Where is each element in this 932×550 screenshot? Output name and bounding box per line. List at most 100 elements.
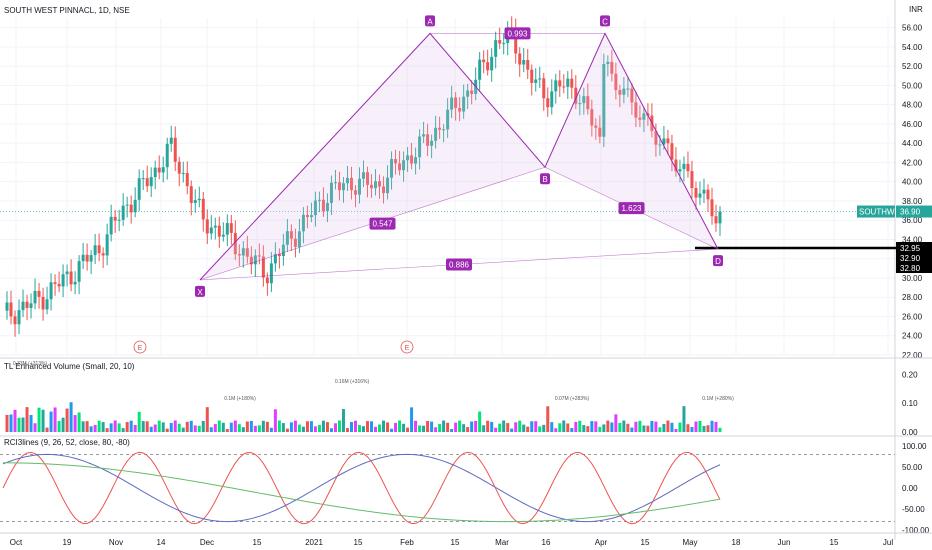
- candle: [674, 147, 678, 177]
- candle: [145, 165, 149, 192]
- candle-body: [81, 254, 85, 262]
- price-tick-label: 44.00: [902, 139, 923, 148]
- volume-bar: [662, 424, 666, 432]
- candle-body: [17, 310, 21, 325]
- candle-body: [662, 138, 666, 145]
- candle: [289, 224, 293, 251]
- event-marker[interactable]: [133, 340, 147, 354]
- volume-bar: [470, 421, 474, 432]
- volume-bar: [181, 427, 185, 432]
- candle-body: [13, 316, 17, 325]
- event-marker[interactable]: [400, 340, 414, 354]
- volume-bar: [522, 424, 526, 432]
- candle: [630, 83, 634, 115]
- volume-bar: [213, 424, 217, 432]
- candle-body: [37, 290, 41, 297]
- volume-bar: [490, 421, 494, 432]
- level-tag: [896, 242, 932, 253]
- price-axis[interactable]: 56.00 54.00 52.00 50.00 48.00 46.00 44.00 42.00…: [857, 24, 932, 360]
- volume-bar: [41, 409, 45, 432]
- volume-annotation: 0.1M (+180%): [224, 396, 256, 402]
- candle-body: [594, 125, 598, 128]
- candle-body: [630, 88, 634, 103]
- candle-body: [514, 28, 518, 54]
- candle: [241, 241, 245, 268]
- candle-body: [309, 215, 313, 218]
- candle-body: [9, 302, 13, 317]
- volume-tick-label: 0.20: [902, 370, 918, 379]
- volume-bar: [574, 422, 578, 432]
- candle-body: [53, 282, 57, 284]
- candle: [426, 123, 430, 156]
- candle-body: [610, 61, 614, 74]
- candle-body: [337, 182, 341, 191]
- candle: [374, 169, 378, 196]
- candle-body: [249, 256, 253, 265]
- volume-bar: [642, 425, 646, 432]
- volume-pane[interactable]: TL Enhanced Volume (Small, 20, 10) 0.20 0.…: [0, 357, 932, 437]
- volume-bar: [313, 426, 317, 432]
- candle: [281, 233, 285, 266]
- candle-body: [253, 255, 257, 265]
- rci-pane[interactable]: RCI3lines (9, 26, 52, close, 80, -80) 100…: [0, 435, 932, 535]
- point-marker: [195, 285, 205, 297]
- volume-bar: [273, 409, 277, 432]
- candle-body: [626, 88, 630, 90]
- candle-body: [329, 182, 333, 203]
- time-axis[interactable]: Oct 19 Nov 14 Dec 15 2021 15 Feb 15 Mar 16 Apr 15 May 1…: [0, 532, 932, 547]
- candle: [205, 209, 209, 245]
- candle-body: [382, 186, 386, 194]
- candle-body: [406, 155, 410, 161]
- volume-bar: [73, 415, 77, 432]
- candle: [61, 264, 65, 298]
- time-tick-label: Feb: [400, 538, 414, 547]
- volume-bar: [678, 422, 682, 432]
- candle: [65, 264, 69, 287]
- volume-bar: [201, 420, 205, 432]
- candle-body: [265, 277, 269, 284]
- candle-body: [193, 200, 197, 203]
- candle: [718, 206, 722, 236]
- candle-body: [462, 96, 466, 112]
- time-tick-label: May: [682, 538, 697, 547]
- candle-body: [362, 172, 366, 179]
- candle-body: [229, 223, 233, 233]
- candle-body: [77, 261, 81, 282]
- price-tick-label: 42.00: [902, 158, 923, 167]
- candle: [157, 155, 161, 180]
- volume-bar: [374, 426, 378, 432]
- ratio-badge: [369, 217, 396, 230]
- candle: [462, 84, 466, 119]
- volume-bar: [141, 421, 145, 432]
- volume-bar: [173, 420, 177, 432]
- volume-bar: [434, 427, 438, 432]
- rci-pane-title: RCI3lines (9, 26, 52, close, 80, -80): [4, 438, 130, 447]
- volume-bar: [357, 425, 361, 432]
- volume-bar: [466, 427, 470, 432]
- candle: [362, 160, 366, 188]
- candle-body: [550, 91, 554, 108]
- candle-body: [57, 283, 61, 287]
- candle-body: [289, 231, 293, 239]
- candle: [686, 151, 690, 178]
- candle: [534, 67, 538, 92]
- volume-bar: [586, 426, 590, 432]
- candle: [590, 99, 594, 137]
- candle-body: [486, 62, 490, 71]
- candle-body: [313, 200, 317, 216]
- volume-bar: [209, 427, 213, 432]
- volume-bar: [153, 424, 157, 432]
- volume-bar: [197, 425, 201, 432]
- volume-bar: [494, 427, 498, 432]
- candle-body: [714, 216, 718, 224]
- candle: [406, 147, 410, 172]
- candle-body: [686, 163, 690, 172]
- point-marker: [600, 15, 610, 27]
- candle: [578, 94, 582, 116]
- rci-tick-label: -100.00: [902, 526, 930, 535]
- volume-bar: [666, 420, 670, 432]
- rci-long-line: [2, 462, 721, 523]
- volume-bar: [590, 421, 594, 432]
